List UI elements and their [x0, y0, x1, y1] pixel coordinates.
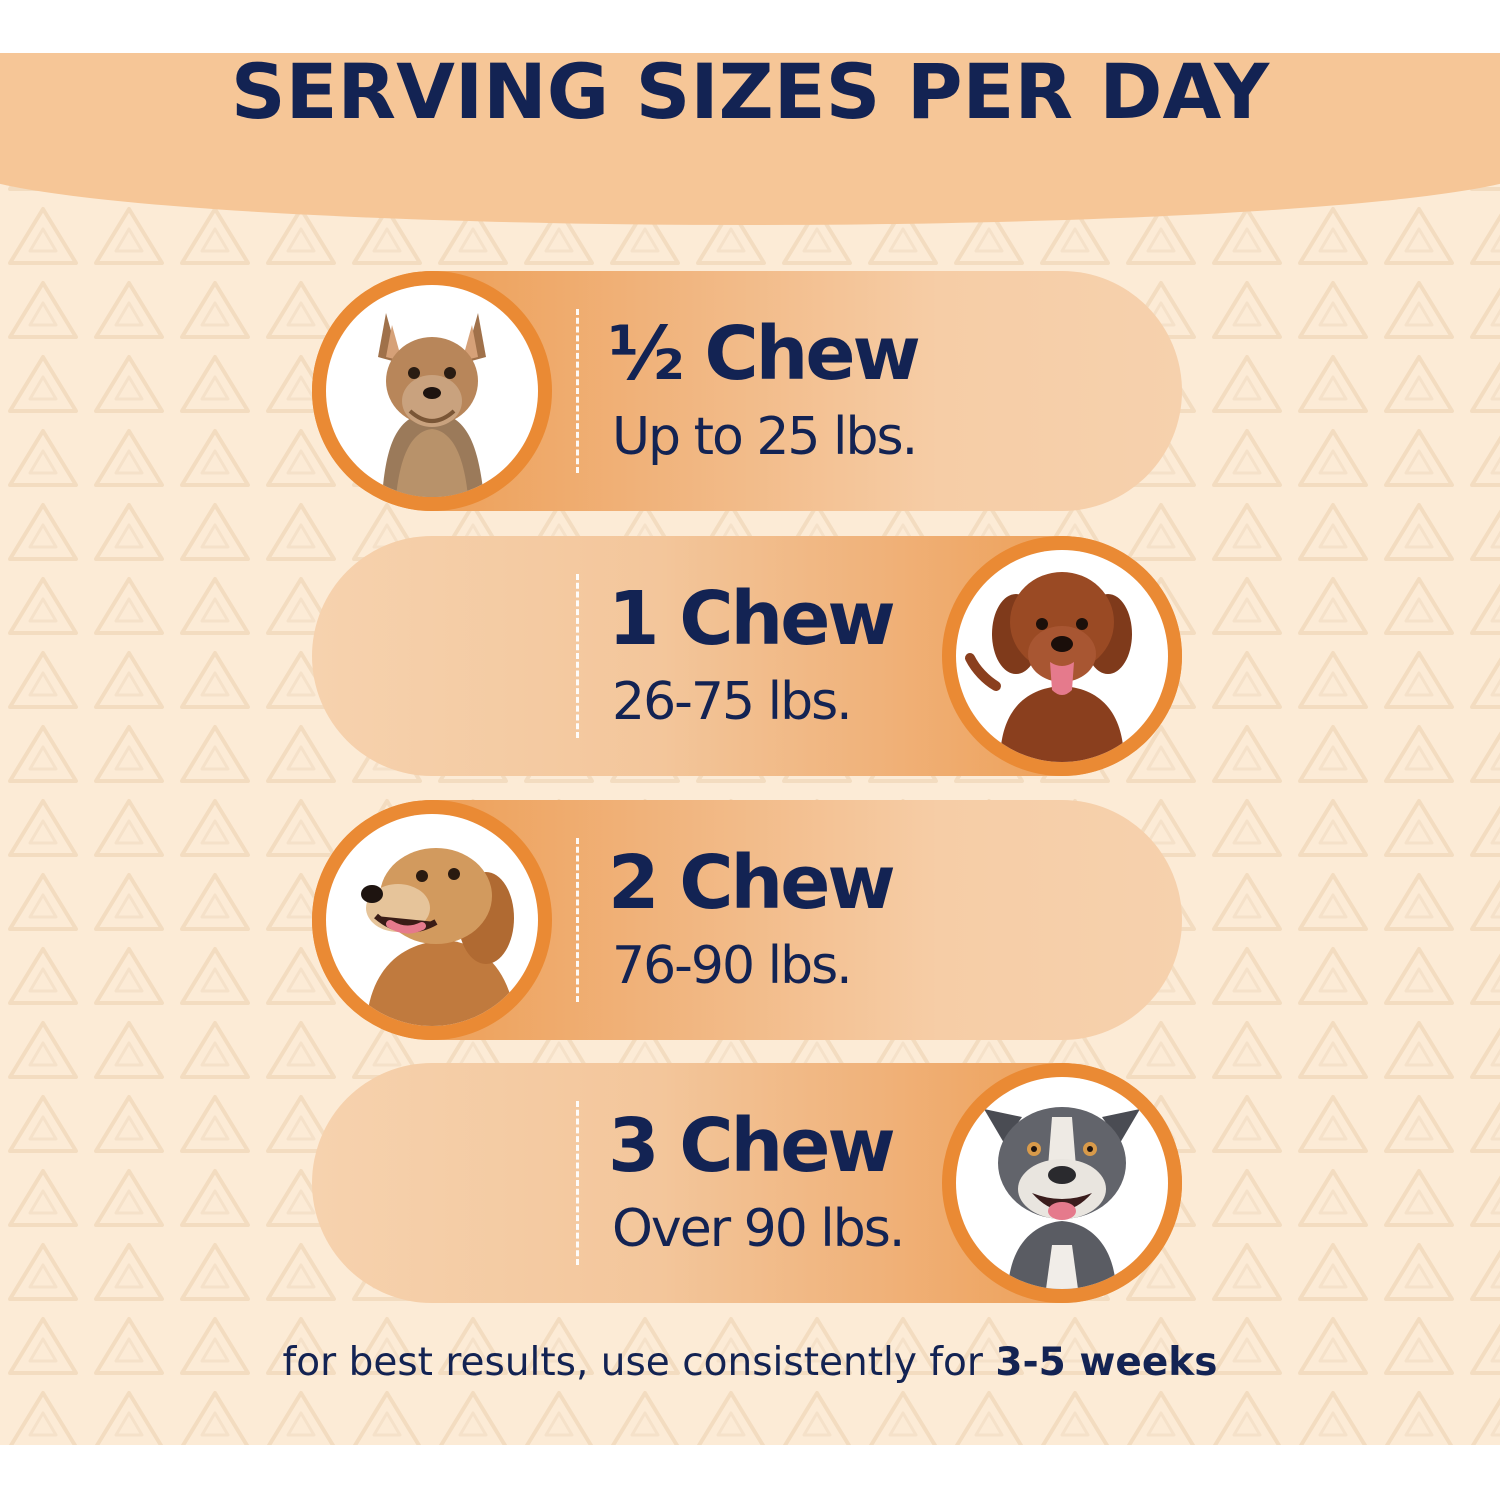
- dog-photo-frame: [312, 800, 552, 1040]
- weight-range: Over 90 lbs.: [612, 1199, 905, 1259]
- serving-row-3-chew: 3 Chew Over 90 lbs.: [312, 1063, 1182, 1303]
- usage-note-text: for best results, use consistently for: [282, 1340, 996, 1385]
- serving-amount: 2 Chew: [608, 840, 896, 926]
- usage-duration: 3-5 weeks: [995, 1340, 1218, 1385]
- dashed-divider: [576, 1101, 579, 1265]
- weight-range: 76-90 lbs.: [612, 936, 853, 996]
- labradoodle-photo: [956, 550, 1168, 762]
- dashed-divider: [576, 838, 579, 1002]
- serving-row-1-chew: 1 Chew 26-75 lbs.: [312, 536, 1182, 776]
- page-title: SERVING SIZES PER DAY: [230, 53, 1270, 136]
- serving-amount: 3 Chew: [608, 1103, 896, 1189]
- golden-retriever-photo: [326, 814, 538, 1026]
- infographic-panel: SERVING SIZES PER DAY: [0, 53, 1500, 1445]
- serving-row-half-chew: ½ Chew Up to 25 lbs.: [312, 271, 1182, 511]
- weight-range: 26-75 lbs.: [612, 672, 853, 732]
- usage-note: for best results, use consistently for 3…: [0, 1335, 1500, 1391]
- header-band: [0, 53, 1500, 225]
- american-bully-photo: [956, 1077, 1168, 1289]
- dashed-divider: [576, 309, 579, 473]
- dog-photo-frame: [312, 271, 552, 511]
- serving-row-2-chew: 2 Chew 76-90 lbs.: [312, 800, 1182, 1040]
- weight-range: Up to 25 lbs.: [612, 407, 918, 467]
- serving-amount: ½ Chew: [608, 311, 921, 397]
- dog-photo-frame: [942, 536, 1182, 776]
- dog-photo-frame: [942, 1063, 1182, 1303]
- yorkshire-terrier-photo: [326, 285, 538, 497]
- dashed-divider: [576, 574, 579, 738]
- serving-amount: 1 Chew: [608, 576, 896, 662]
